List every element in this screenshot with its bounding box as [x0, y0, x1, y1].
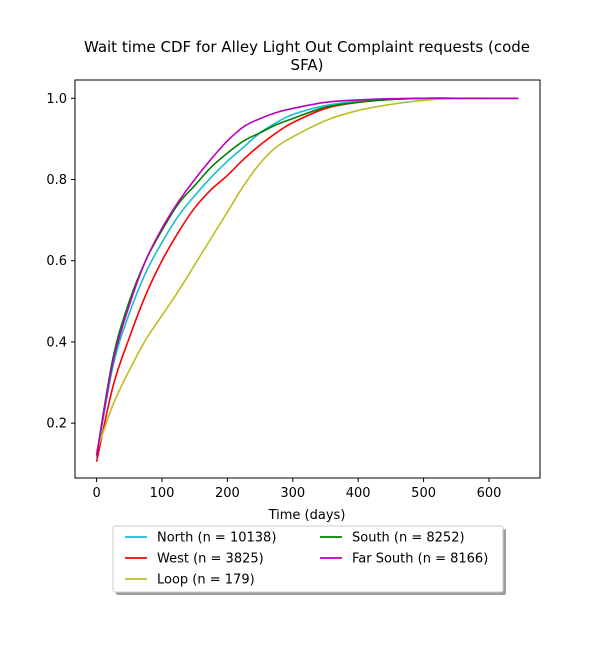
- legend-label-3: South (n = 8252): [352, 531, 465, 546]
- y-tick-label: 0.4: [46, 335, 67, 350]
- chart-title-line-1: Wait time CDF for Alley Light Out Compla…: [84, 38, 530, 56]
- series-line-2: [95, 97, 519, 452]
- legend-label-0: North (n = 10138): [157, 531, 276, 546]
- x-tick-label: 400: [346, 486, 371, 501]
- y-tick-label: 1.0: [46, 92, 67, 107]
- plot-area-frame: [74, 79, 541, 479]
- series-line-3: [95, 97, 519, 456]
- x-axis: 0 100 200 300 400 500 600: [92, 478, 501, 501]
- legend-box: [112, 525, 504, 593]
- y-tick-label: 0.2: [46, 417, 67, 432]
- x-tick-label: 300: [280, 486, 305, 501]
- legend-label-4: Far South (n = 8166): [352, 552, 488, 567]
- x-axis-label: Time (days): [268, 508, 346, 523]
- series-line-0: [95, 97, 519, 458]
- legend-label-1: West (n = 3825): [157, 552, 264, 567]
- y-axis: 0.2 0.4 0.6 0.8 1.0: [46, 92, 75, 432]
- legend: North (n = 10138) West (n = 3825) Loop (n …: [112, 525, 506, 595]
- x-tick-label: 200: [215, 486, 240, 501]
- series-line-4: [95, 97, 519, 456]
- legend-label-2: Loop (n = 179): [157, 573, 255, 588]
- chart-title-line-2: SFA): [291, 56, 324, 74]
- x-tick-label: 0: [92, 486, 100, 501]
- series-layer: [95, 97, 519, 462]
- y-tick-label: 0.8: [46, 173, 67, 188]
- x-tick-label: 100: [150, 486, 175, 501]
- x-tick-label: 600: [477, 486, 502, 501]
- series-line-1: [95, 97, 519, 462]
- y-tick-label: 0.6: [46, 254, 67, 269]
- x-tick-label: 500: [411, 486, 436, 501]
